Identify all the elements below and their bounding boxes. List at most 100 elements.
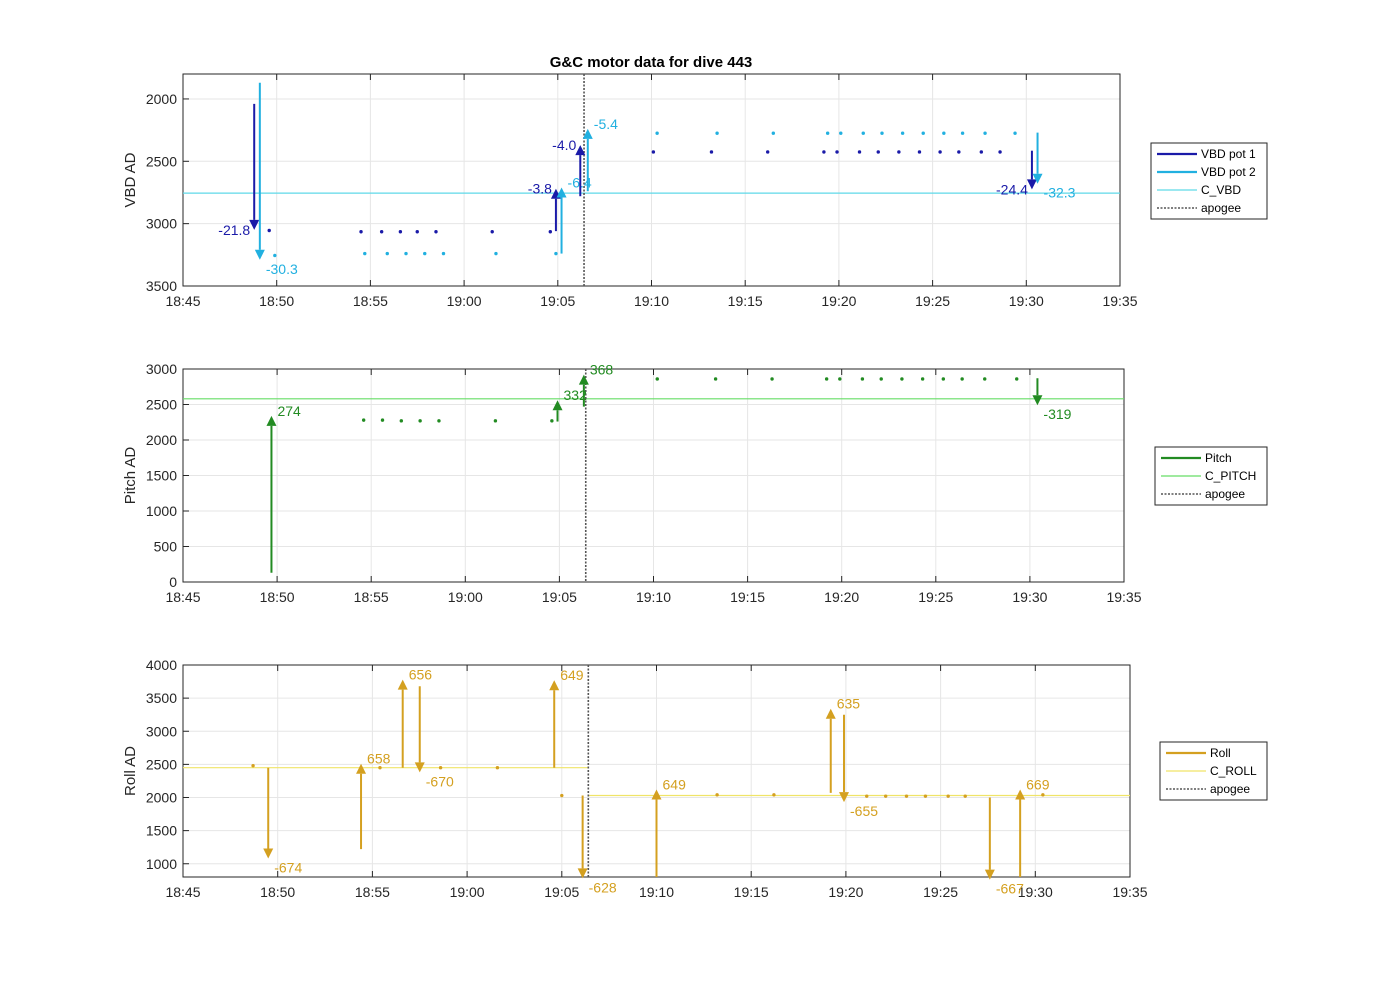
data-point — [437, 419, 441, 423]
legend-label: C_ROLL — [1210, 764, 1257, 778]
x-tick-label: 19:20 — [824, 589, 859, 605]
y-tick-label: 3500 — [146, 690, 177, 706]
legend-label: Pitch — [1205, 451, 1232, 465]
data-point — [772, 793, 776, 797]
data-point — [398, 230, 403, 234]
move-arrow-head — [556, 187, 567, 198]
data-point — [824, 377, 829, 381]
data-point — [883, 794, 888, 798]
x-tick-label: 19:10 — [639, 884, 674, 900]
x-tick-label: 19:00 — [447, 293, 482, 309]
move-arrow-head — [266, 415, 277, 426]
move-arrow-head — [549, 680, 560, 691]
panel-3: 18:45 18:50 18:55 19:00 19:05 19:10 19:15 19:20… — [122, 657, 1268, 900]
move-arrow-head — [552, 400, 563, 411]
x-tick-label: 19:30 — [1018, 884, 1053, 900]
data-point — [838, 377, 842, 381]
x-tick-label: 19:35 — [1106, 589, 1141, 605]
move-arrow-head — [1032, 173, 1043, 184]
y-axis-label: Roll AD — [122, 746, 139, 796]
move-arrow-head — [356, 763, 367, 774]
x-tick-label: 19:35 — [1112, 884, 1147, 900]
data-point — [917, 150, 922, 154]
data-point — [713, 377, 718, 381]
data-point — [897, 150, 901, 154]
chart-title: G&C motor data for dive 443 — [550, 54, 753, 71]
data-point — [900, 131, 905, 135]
move-arrow-head — [578, 374, 589, 385]
data-point — [379, 230, 384, 234]
y-tick-label: 2500 — [146, 153, 177, 169]
move-arrow-head — [651, 789, 662, 800]
move-label: 274 — [277, 403, 301, 419]
move-arrow-head — [1015, 789, 1026, 800]
move-arrow-head — [1026, 179, 1037, 190]
y-tick-label: 2500 — [146, 397, 177, 413]
data-point — [251, 764, 255, 768]
move-label: 649 — [663, 777, 687, 793]
panel-1: 18:45 18:50 18:55 19:00 19:05 19:10 19:15 19:20… — [122, 73, 1268, 309]
data-point — [880, 131, 884, 135]
x-tick-label: 19:35 — [1102, 293, 1137, 309]
data-point — [404, 251, 408, 256]
legend-label: VBD pot 1 — [1201, 147, 1256, 161]
y-axis-label: VBD AD — [122, 152, 139, 207]
legend-label: C_VBD — [1201, 183, 1241, 197]
move-label: 635 — [837, 696, 861, 712]
data-point — [1041, 793, 1045, 797]
data-point — [983, 131, 987, 135]
x-tick-label: 19:25 — [915, 293, 950, 309]
move-label: -4.0 — [552, 137, 576, 153]
axes-box — [182, 368, 1125, 583]
legend-label: C_PITCH — [1205, 469, 1256, 483]
data-point — [438, 765, 443, 770]
data-point — [385, 251, 389, 256]
x-tick-label: 18:50 — [260, 884, 295, 900]
data-point — [651, 150, 656, 154]
move-arrow-head — [249, 219, 260, 230]
data-point — [548, 230, 553, 234]
data-point — [494, 251, 498, 256]
data-point — [920, 377, 925, 381]
data-point — [861, 131, 865, 135]
move-arrow-head — [577, 868, 588, 879]
x-tick-label: 19:25 — [918, 589, 953, 605]
x-tick-label: 18:55 — [354, 589, 389, 605]
move-arrow-head — [1032, 395, 1043, 406]
data-point — [378, 765, 382, 770]
y-tick-label: 2000 — [146, 790, 177, 806]
y-tick-label: 3000 — [146, 216, 177, 232]
move-label: -628 — [589, 879, 617, 895]
move-label: 656 — [409, 667, 433, 683]
move-label: -667 — [996, 881, 1024, 897]
x-tick-label: 19:15 — [730, 589, 765, 605]
data-point — [363, 251, 367, 256]
x-tick-label: 18:45 — [165, 293, 200, 309]
move-label: -30.3 — [266, 261, 298, 277]
y-tick-label: 500 — [154, 539, 178, 555]
data-point — [1013, 131, 1017, 135]
data-point — [771, 131, 776, 135]
x-tick-label: 19:20 — [821, 293, 856, 309]
data-point — [942, 131, 946, 135]
legend-label: apogee — [1201, 201, 1241, 215]
x-tick-label: 19:30 — [1009, 293, 1044, 309]
data-point — [960, 377, 964, 381]
move-arrow-head — [575, 145, 586, 156]
data-point — [493, 419, 498, 423]
data-point — [900, 377, 904, 381]
y-tick-label: 0 — [169, 574, 177, 590]
legend-label: apogee — [1210, 782, 1250, 796]
move-label: -670 — [426, 773, 454, 789]
legend-label: apogee — [1205, 487, 1245, 501]
move-arrow-head — [984, 869, 995, 880]
x-tick-label: 19:10 — [636, 589, 671, 605]
axes-box — [182, 73, 1121, 287]
data-point — [983, 377, 987, 381]
data-point — [399, 419, 404, 423]
data-point — [923, 794, 928, 798]
data-point — [921, 131, 925, 135]
data-point — [825, 131, 830, 135]
data-point — [273, 253, 277, 258]
